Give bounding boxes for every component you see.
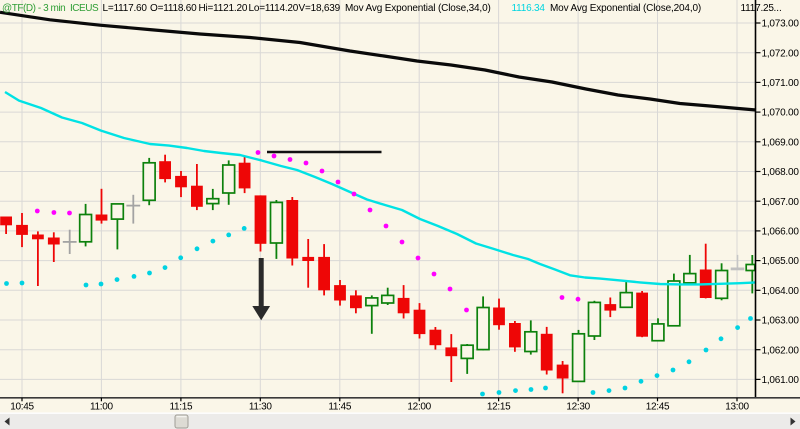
svg-text:1117.25: 1117.25 [741, 3, 775, 14]
svg-text:V=18,639: V=18,639 [299, 3, 341, 14]
svg-text:1,064.00: 1,064.00 [762, 286, 800, 297]
svg-text:...: ... [774, 3, 782, 14]
svg-text:Lo=1114.20: Lo=1114.20 [249, 3, 299, 14]
svg-text:1,069.00: 1,069.00 [762, 137, 800, 148]
svg-text:1,063.00: 1,063.00 [762, 316, 800, 327]
svg-text:1,062.00: 1,062.00 [762, 345, 800, 356]
svg-text:1,071.00: 1,071.00 [762, 78, 800, 89]
svg-text:L=1117.60: L=1117.60 [103, 3, 148, 14]
svg-text:Mov Avg Exponential (Close,204: Mov Avg Exponential (Close,204,0) [550, 3, 701, 14]
svg-text:11:45: 11:45 [328, 401, 352, 412]
svg-text:1,072.00: 1,072.00 [762, 48, 800, 59]
svg-text:1,065.00: 1,065.00 [762, 256, 800, 267]
svg-text:O=1118.60: O=1118.60 [150, 3, 197, 14]
svg-text:12:30: 12:30 [566, 401, 590, 412]
svg-text:11:30: 11:30 [249, 401, 273, 412]
svg-text:1,068.00: 1,068.00 [762, 167, 800, 178]
svg-text:1,067.00: 1,067.00 [762, 197, 800, 208]
svg-text:1,073.00: 1,073.00 [762, 19, 800, 30]
svg-text:13:00: 13:00 [725, 401, 749, 412]
svg-text:12:00: 12:00 [407, 401, 431, 412]
svg-text:Mov Avg Exponential (Close,34,: Mov Avg Exponential (Close,34,0) [345, 3, 491, 14]
svg-text:Hi=1121.20: Hi=1121.20 [199, 3, 248, 14]
svg-text:1,066.00: 1,066.00 [762, 227, 800, 238]
svg-text:1,061.00: 1,061.00 [762, 375, 800, 386]
svg-text:@TF(D) - 3 min ICEUS: @TF(D) - 3 min ICEUS [2, 3, 99, 14]
svg-text:11:15: 11:15 [170, 401, 194, 412]
svg-text:10:45: 10:45 [10, 401, 34, 412]
svg-text:12:45: 12:45 [646, 401, 670, 412]
svg-text:12:15: 12:15 [487, 401, 511, 412]
svg-text:11:00: 11:00 [90, 401, 114, 412]
svg-text:1116.34: 1116.34 [512, 3, 546, 14]
svg-text:1,070.00: 1,070.00 [762, 108, 800, 119]
